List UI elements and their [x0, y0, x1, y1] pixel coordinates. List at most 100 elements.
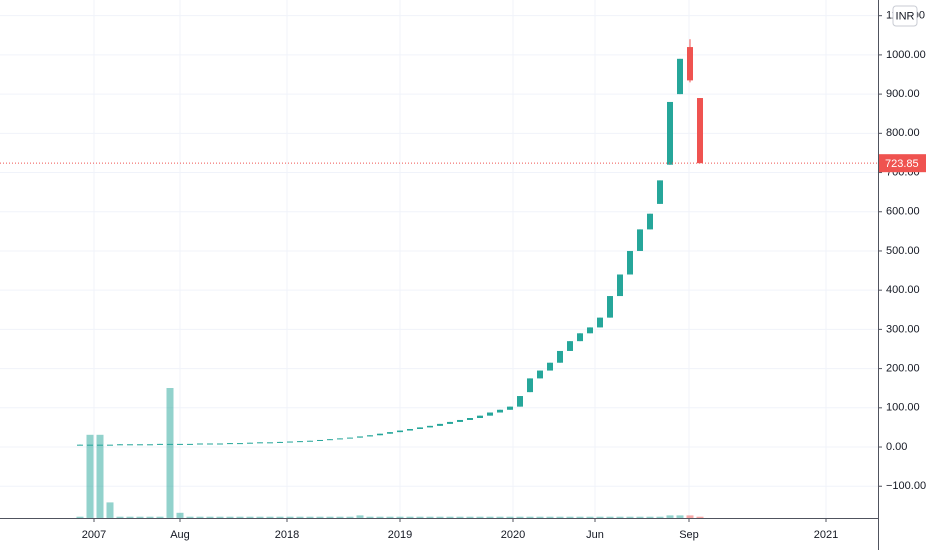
volume-bar [596, 516, 604, 518]
x-tick-label: Jun [586, 529, 604, 541]
candle-body [97, 444, 103, 446]
x-tick-label: 2018 [275, 529, 299, 541]
candle-body [267, 442, 273, 444]
candle-body [317, 439, 323, 441]
volume-bar [316, 516, 324, 518]
volume-bar [416, 516, 424, 518]
candle-body [547, 362, 553, 371]
y-tick-label: 800.00 [886, 127, 920, 139]
candle-body [557, 350, 563, 363]
volume-bar [686, 515, 694, 518]
volume-bar [496, 516, 504, 518]
volume-bar [216, 516, 224, 518]
candle-body [287, 441, 293, 443]
volume-bar [666, 515, 674, 518]
volume-bar [476, 516, 484, 518]
candle-body [117, 444, 123, 446]
candle-body [387, 432, 393, 434]
y-tick-label: 0.00 [886, 441, 907, 453]
candle-body [237, 443, 243, 445]
volume-bar [576, 516, 584, 518]
x-tick-label: 2020 [501, 529, 525, 541]
candle-body [207, 443, 213, 445]
volume-bar [506, 516, 514, 518]
volume-bar [126, 516, 134, 518]
candle-body [477, 415, 483, 419]
candle-body [327, 439, 333, 441]
y-tick-label: 500.00 [886, 245, 920, 257]
y-tick-label: −100.00 [886, 480, 926, 492]
volume-bar [186, 516, 194, 518]
volume-bar [406, 516, 414, 518]
volume-bar [566, 516, 574, 518]
y-tick-label: 100.00 [886, 402, 920, 414]
x-tick-label: Sep [679, 529, 699, 541]
volume-bar [86, 434, 94, 518]
volume-bar [436, 516, 444, 518]
x-tick-label: Aug [170, 529, 190, 541]
candle-body [87, 444, 93, 446]
candle-body [187, 443, 193, 445]
candle-body [437, 423, 443, 426]
candle-body [677, 58, 683, 95]
candle-body [347, 437, 353, 439]
candle-body [227, 443, 233, 445]
candle-body [367, 435, 373, 437]
volume-bar [136, 516, 144, 518]
volume-bar [356, 515, 364, 518]
candle-body [217, 443, 223, 445]
candle-body [607, 296, 613, 318]
last-price-badge [879, 154, 926, 173]
volume-bar [166, 388, 174, 518]
volume-bar [206, 516, 214, 518]
volume-bar [636, 516, 644, 518]
candle-body [587, 327, 593, 334]
volume-bar [676, 515, 684, 518]
candle-body [577, 333, 583, 342]
volume-bar [466, 516, 474, 518]
candle-body [407, 428, 413, 431]
volume-bar [286, 516, 294, 518]
volume-bar [516, 516, 524, 518]
candle-body [357, 436, 363, 438]
candle-body [487, 412, 493, 416]
y-tick-label: 200.00 [886, 363, 920, 375]
volume-bar [106, 502, 114, 518]
volume-bar [256, 516, 264, 518]
x-tick-label: 2019 [388, 529, 412, 541]
candle-body [647, 213, 653, 230]
candle-body [597, 317, 603, 328]
candle-body [447, 421, 453, 424]
volume-bar [156, 516, 164, 518]
candle-body [627, 250, 633, 275]
candle-body [197, 443, 203, 445]
candle-body [457, 419, 463, 422]
candle-body [77, 444, 83, 446]
candle-body [517, 396, 523, 407]
volume-bar [646, 516, 654, 518]
volume-bar [586, 516, 594, 518]
volume-bar [606, 516, 614, 518]
volume-bar [536, 516, 544, 518]
volume-bar [626, 516, 634, 518]
volume-bar [196, 516, 204, 518]
volume-bar [346, 516, 354, 518]
x-tick-label: 2007 [82, 529, 106, 541]
volume-bar [276, 516, 284, 518]
volume-bar [556, 516, 564, 518]
volume-bar [236, 516, 244, 518]
candle-body [527, 378, 533, 393]
volume-bar [376, 516, 384, 518]
volume-bar [336, 516, 344, 518]
volume-bar [616, 516, 624, 518]
candle-body [167, 443, 173, 445]
volume-bar [426, 516, 434, 518]
volume-bar [226, 516, 234, 518]
volume-bar [246, 516, 254, 518]
candle-body [417, 427, 423, 429]
candle-body [637, 229, 643, 251]
volume-bar [386, 516, 394, 518]
candle-body [257, 442, 263, 444]
